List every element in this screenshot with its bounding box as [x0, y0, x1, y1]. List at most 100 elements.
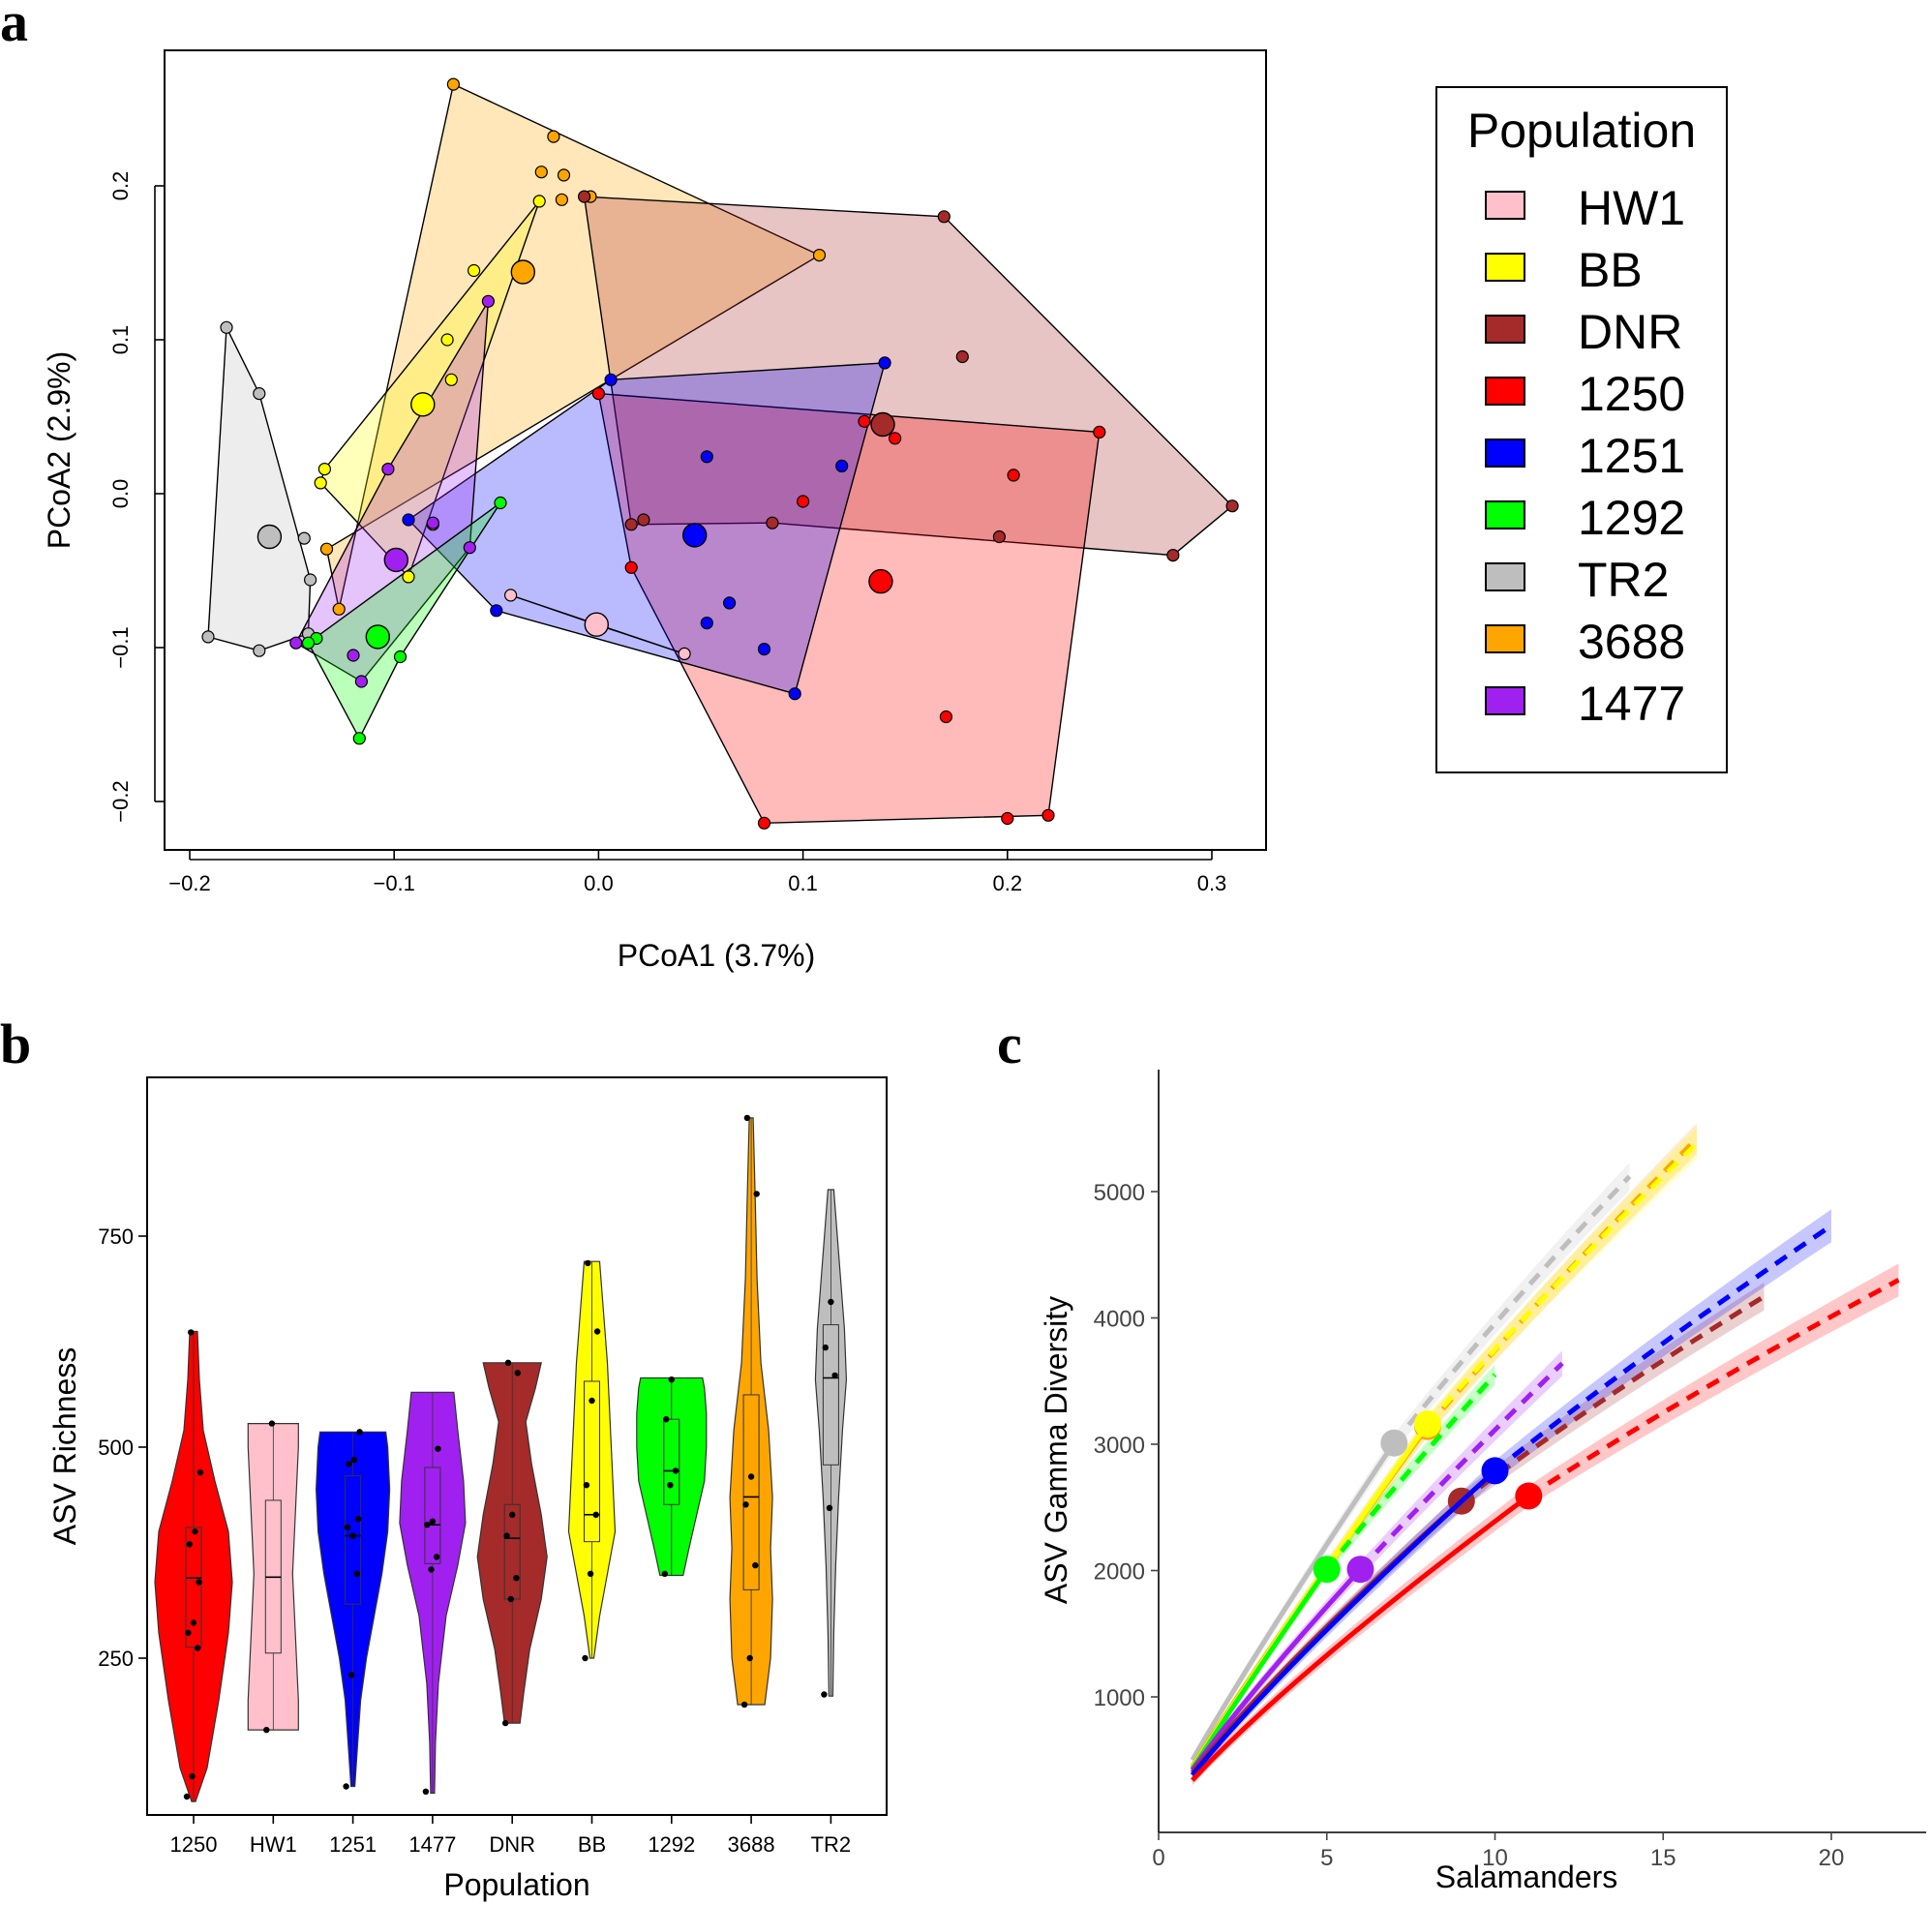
violin-plots: [154, 1114, 848, 1802]
point-3688-7: [319, 542, 334, 556]
point-HW1-1: [678, 647, 691, 661]
b-x-tick-label: TR2: [811, 1832, 852, 1857]
b-x-tick-label: 1292: [648, 1832, 695, 1857]
legend-label-BB: BB: [1578, 243, 1643, 297]
point-1477-6: [289, 636, 303, 650]
violin-BB: [567, 1260, 617, 1659]
observed-point-1251: [1481, 1457, 1509, 1485]
jitter-point-1251-1: [348, 1672, 355, 1678]
point-1250-0: [591, 387, 606, 401]
legend-swatch-1477: [1485, 686, 1525, 715]
point-DNR-0: [577, 190, 591, 203]
c-x-tick-label: 5: [1320, 1845, 1333, 1871]
jitter-point-DNR-2: [513, 1575, 520, 1582]
ci-band-1292: [1192, 1364, 1495, 1772]
interpolated-line-1477: [1190, 1567, 1363, 1772]
c-y-tick-label: 1000: [1094, 1685, 1145, 1711]
point-1250-6: [624, 560, 638, 574]
legend-swatch-DNR: [1485, 315, 1525, 344]
rarefaction-y-label: ASV Gamma Diversity: [1039, 1296, 1073, 1604]
point-1477-4: [347, 649, 360, 662]
x-tick-label: 0.2: [993, 871, 1023, 895]
jitter-point-1292-3: [663, 1416, 670, 1423]
pcoa-plot-frame: [164, 49, 1267, 851]
point-1251-9: [402, 513, 415, 527]
jitter-point-1250-6: [186, 1541, 193, 1548]
jitter-point-DNR-3: [503, 1532, 510, 1539]
point-1251-8: [490, 604, 503, 618]
x-tick-label: 0.1: [788, 871, 818, 895]
ci-band-BB: [1192, 1128, 1697, 1772]
point-TR2-0: [220, 320, 233, 334]
jitter-point-1250-1: [189, 1772, 196, 1780]
centroid-DNR: [870, 411, 895, 438]
legend-swatch-1250: [1485, 377, 1525, 406]
jitter-point-1250-0: [183, 1793, 191, 1800]
point-1292-4: [352, 732, 366, 745]
point-DNR-4: [1166, 548, 1180, 562]
x-tick-label: 0.0: [584, 871, 614, 895]
jitter-point-1250-2: [195, 1645, 201, 1651]
jitter-point-1251-7: [350, 1456, 358, 1464]
b-x-tick-label: 1477: [408, 1832, 456, 1857]
pcoa-axes: −0.2 −0.1 0.0 0.1 0.2 0.3 −0.2 −0.1 0.0 0.1 0.2: [108, 171, 1226, 895]
jitter-point-3688-4: [747, 1473, 755, 1480]
centroid-TR2: [257, 524, 283, 550]
point-1250-10: [757, 816, 771, 830]
extrapolated-line-1292: [1324, 1373, 1497, 1571]
point-DNR-7: [766, 516, 779, 529]
point-1251-6: [757, 642, 771, 656]
rarefaction-axes: 1000 2000 3000 4000 5000 0 5 10 15 20: [1094, 1070, 1926, 1871]
jitter-point-3688-3: [742, 1501, 749, 1508]
legend-title: Population: [1467, 104, 1696, 158]
point-1251-5: [700, 616, 713, 630]
point-3688-1: [547, 130, 560, 143]
violin-1292: [636, 1376, 708, 1577]
jitter-point-1251-4: [349, 1532, 356, 1539]
population-legend: Population HW1 BB DNR 1250 1251 1292 TR2 3688 14…: [1435, 86, 1728, 773]
b-x-tick-label: HW1: [250, 1832, 297, 1857]
point-TR2-1: [253, 387, 266, 401]
legend-swatch-3688: [1485, 624, 1525, 653]
jitter-point-1251-3: [344, 1524, 351, 1531]
point-BB-3: [444, 373, 458, 386]
violin-DNR: [476, 1362, 548, 1724]
point-HW1-0: [503, 589, 518, 602]
jitter-point-3688-5: [753, 1191, 760, 1197]
jitter-point-1250-3: [185, 1629, 192, 1637]
c-x-tick-label: 20: [1819, 1845, 1845, 1871]
extrapolated-line-BB: [1426, 1141, 1699, 1426]
jitter-point-HW1-0: [263, 1726, 270, 1734]
jitter-point-BB-3: [583, 1482, 590, 1489]
legend-swatch-1251: [1485, 438, 1525, 468]
hull-TR2: [207, 324, 312, 651]
point-1250-1: [858, 414, 871, 428]
observed-point-1250: [1515, 1482, 1543, 1510]
jitter-point-1292-1: [667, 1482, 674, 1489]
point-1250-3: [1093, 425, 1106, 438]
point-DNR-9: [624, 518, 638, 531]
c-y-tick-label: 3000: [1094, 1433, 1145, 1459]
point-1250-7: [939, 710, 953, 724]
interpolated-line-TR2: [1190, 1441, 1397, 1762]
b-y-tick-label: 500: [98, 1436, 134, 1460]
jitter-point-1292-4: [668, 1376, 675, 1383]
pcoa-points: [201, 77, 1239, 830]
point-DNR-1: [937, 210, 951, 224]
ci-band-DNR: [1192, 1283, 1765, 1777]
point-1251-0: [604, 373, 618, 386]
jitter-point-1250-5: [196, 1579, 202, 1586]
centroid-3688: [510, 259, 535, 285]
b-x-tick-label: 1250: [170, 1832, 218, 1857]
jitter-point-TR2-4: [828, 1298, 834, 1306]
panel-a: a −0.2 −0.1 0.0 0.1 0.2 0.3−0.2−0.10.00.10.2 …: [0, 0, 1267, 973]
centroid-1292: [365, 624, 390, 650]
jitter-point-DNR-1: [507, 1595, 514, 1603]
point-DNR-3: [1225, 499, 1239, 513]
y-tick-label: 0.2: [108, 171, 133, 201]
point-1250-5: [796, 495, 810, 508]
rarefaction-x-label: Salamanders: [1435, 1860, 1618, 1894]
jitter-point-3688-6: [743, 1114, 751, 1122]
jitter-point-TR2-3: [822, 1344, 829, 1351]
jitter-point-TR2-0: [821, 1691, 828, 1698]
